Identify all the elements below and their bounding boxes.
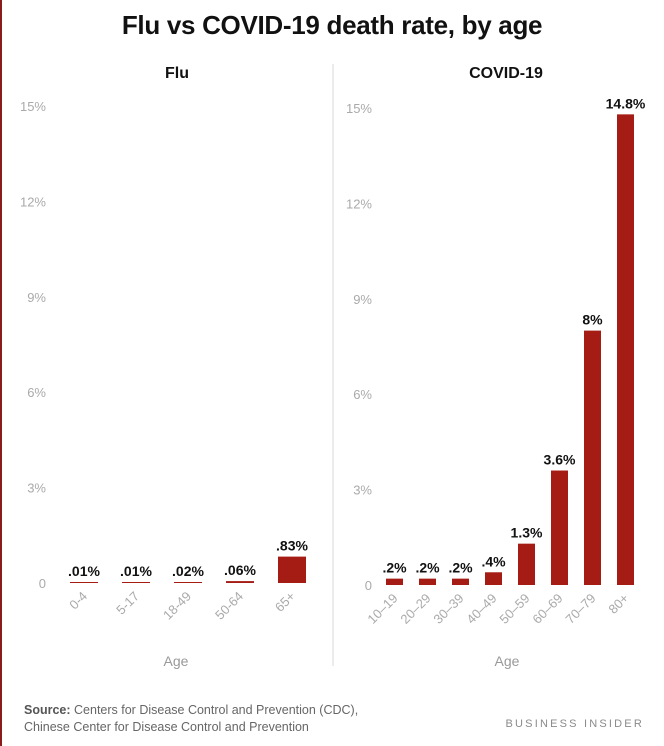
y-tick-label: 12% [346, 196, 372, 211]
data-label: .01% [68, 563, 100, 579]
bar [518, 543, 535, 585]
source-note: Source: Centers for Disease Control and … [24, 702, 358, 736]
y-tick-label: 15% [20, 99, 46, 114]
y-tick-label: 9% [353, 292, 372, 307]
brand-logo: BUSINESS INSIDER [505, 718, 644, 730]
data-label: .2% [415, 560, 440, 576]
panel-title: Flu [165, 65, 189, 82]
bar [419, 578, 436, 585]
data-label: .83% [276, 538, 308, 554]
panel-title: COVID-19 [469, 65, 543, 82]
y-tick-label: 9% [27, 290, 46, 305]
bar [386, 578, 403, 585]
chart-title: Flu vs COVID-19 death rate, by age [121, 10, 543, 40]
bar [452, 578, 469, 585]
x-tick-label: 60–69 [529, 591, 565, 627]
data-label: .01% [120, 563, 152, 579]
data-label: 14.8% [606, 95, 646, 111]
source-line-2: Chinese Center for Disease Control and P… [24, 720, 309, 734]
x-tick-label: 10–19 [364, 591, 400, 627]
source-line-1: Centers for Disease Control and Preventi… [70, 703, 359, 717]
bar [122, 582, 150, 583]
y-tick-label: 0 [39, 576, 46, 591]
data-label: 1.3% [511, 525, 543, 541]
x-tick-label: 65+ [272, 589, 298, 615]
bar [278, 556, 306, 583]
y-tick-label: 6% [27, 385, 46, 400]
data-label: 8% [582, 312, 603, 328]
y-tick-label: 3% [27, 481, 46, 496]
y-tick-label: 3% [353, 483, 372, 498]
data-label: .2% [382, 560, 407, 576]
x-tick-label: 80+ [605, 591, 631, 617]
x-tick-label: 5-17 [113, 589, 142, 618]
frame-border [0, 0, 2, 746]
bar [174, 582, 202, 583]
x-axis-label: Age [495, 653, 520, 669]
x-axis-label: Age [164, 653, 189, 669]
x-tick-label: 50–59 [496, 591, 532, 627]
bar [617, 114, 634, 586]
x-tick-label: 70–79 [562, 591, 598, 627]
x-tick-label: 0-4 [66, 589, 90, 613]
data-label: .02% [172, 563, 204, 579]
data-label: .4% [481, 553, 506, 569]
x-tick-label: 18-49 [160, 589, 194, 623]
y-tick-label: 15% [346, 101, 372, 116]
bar [551, 470, 568, 585]
data-label: .2% [448, 560, 473, 576]
y-tick-label: 6% [353, 387, 372, 402]
x-tick-label: 20–29 [397, 591, 433, 627]
x-tick-label: 30–39 [430, 591, 466, 627]
x-tick-label: 40–49 [463, 591, 499, 627]
y-tick-label: 0 [365, 578, 372, 593]
bar [485, 572, 502, 585]
bar [584, 330, 601, 585]
source-label: Source: [24, 703, 71, 717]
data-label: 3.6% [544, 452, 576, 468]
chart-area: Flu 0 3% 6% 9% 12% 15% .01% 0-4 .01% 5-17 .02% 18-49… [20, 64, 646, 669]
bar [70, 582, 98, 583]
data-label: .06% [224, 562, 256, 578]
bar [226, 581, 254, 583]
y-tick-label: 12% [20, 194, 46, 209]
x-tick-label: 50-64 [212, 589, 246, 623]
